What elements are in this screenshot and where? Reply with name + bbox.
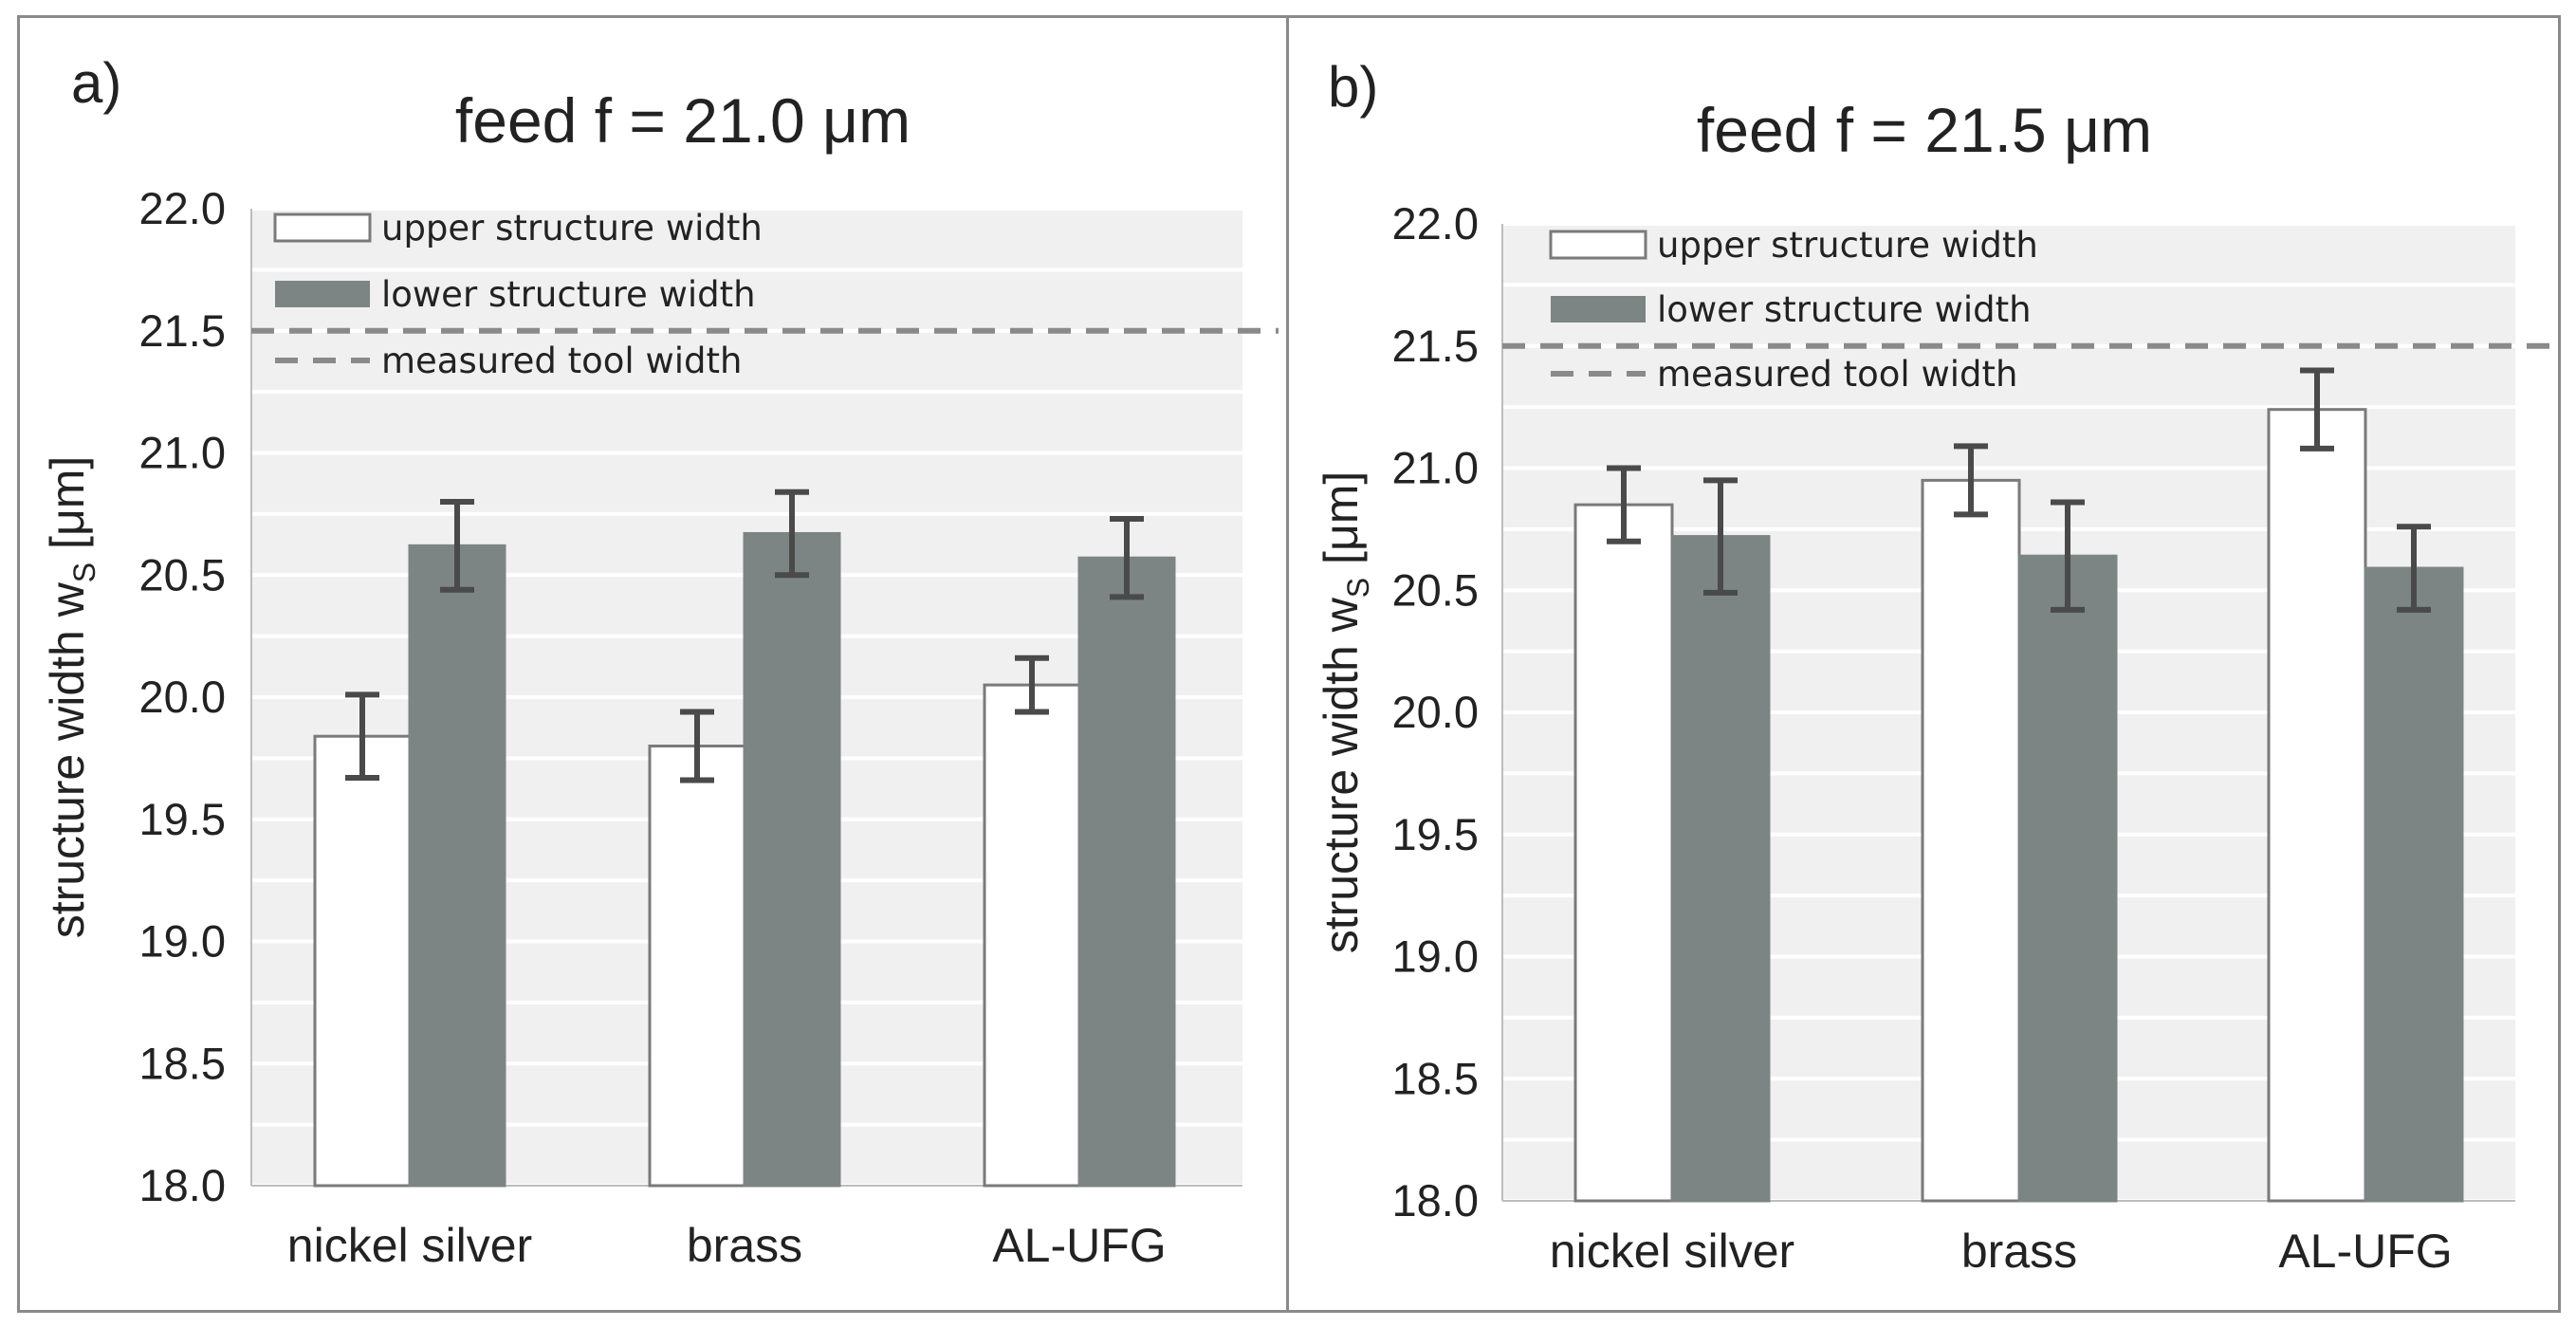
legend-label: measured tool width: [1657, 354, 2017, 395]
chart-panel-a: 18.0 18.5 19.0 19.5 20.0 20.5 21.0 21.5 22.0 a) fe…: [41, 51, 1279, 1272]
legend-swatch-upper: [273, 212, 372, 243]
x-category-label: nickel silver: [287, 1219, 532, 1272]
panel-divider: [1286, 15, 1289, 1313]
chart-panel-b: 18.0 18.5 19.0 19.5 20.0 20.5 21.0 21.5 22.0 b) fe…: [1315, 55, 2552, 1278]
lower-bar: [2017, 554, 2118, 1203]
figure-frame: [17, 15, 2561, 1313]
upper-bar: [648, 745, 746, 1188]
upper-bar: [983, 683, 1081, 1188]
x-category-label: AL-UFG: [992, 1219, 1166, 1272]
panel-label: b): [1328, 55, 1378, 119]
x-category-label: brass: [687, 1219, 802, 1272]
legend: upper structure width lower structure wid…: [273, 208, 763, 381]
lower-bar: [2364, 566, 2464, 1203]
chart-title: feed f = 21.5 μm: [1697, 95, 2152, 165]
x-category-label: AL-UFG: [2278, 1225, 2452, 1278]
y-tick-label: 19.0: [139, 916, 226, 967]
x-category-label: nickel silver: [1550, 1225, 1794, 1278]
lower-bar: [743, 531, 841, 1188]
y-tick-label: 20.5: [139, 549, 226, 599]
upper-bar: [313, 734, 412, 1188]
y-tick-label: 18.0: [1392, 1175, 1479, 1226]
y-tick-label: 20.0: [1392, 687, 1479, 737]
upper-bar: [2267, 408, 2367, 1203]
y-tick-label: 19.5: [139, 794, 226, 844]
y-tick-label: 21.5: [1392, 321, 1479, 371]
legend-label: lower structure width: [381, 274, 756, 315]
legend-label: upper structure width: [1657, 225, 2038, 266]
y-tick-label: 19.0: [1392, 931, 1479, 982]
y-tick-label: 21.5: [139, 305, 226, 356]
upper-bar: [1573, 503, 1674, 1203]
y-tick-label: 22.0: [1392, 198, 1479, 249]
panel-label: a): [71, 51, 121, 115]
y-tick-label: 20.5: [1392, 564, 1479, 615]
y-tick-label: 18.5: [1392, 1053, 1479, 1103]
lower-bar: [1670, 535, 1771, 1203]
y-axis-title-main: structure width w: [41, 581, 94, 938]
legend-label: upper structure width: [381, 208, 763, 249]
y-tick-label: 22.0: [139, 183, 226, 233]
upper-bar: [1921, 478, 2021, 1203]
x-category-label: brass: [1961, 1225, 2077, 1278]
chart-title: feed f = 21.0 μm: [455, 85, 911, 156]
legend-label: measured tool width: [381, 341, 742, 381]
lower-bar: [1077, 556, 1176, 1188]
legend: upper structure width lower structure wid…: [1549, 225, 2038, 395]
legend-label: lower structure width: [1657, 289, 2032, 330]
y-tick-label: 20.0: [139, 672, 226, 722]
y-axis-title-main: structure width w: [1315, 597, 1368, 953]
y-axis-title-subscript: S: [1341, 578, 1375, 598]
legend-swatch-lower: [1551, 296, 1646, 323]
y-tick-label: 21.0: [139, 428, 226, 478]
y-axis-title-unit: [μm]: [1315, 471, 1368, 578]
y-axis-title: structure width wS [μm]: [1315, 471, 1375, 954]
y-axis-title-unit: [μm]: [41, 456, 94, 562]
y-tick-label: 19.5: [1392, 809, 1479, 859]
y-tick-label: 18.5: [139, 1038, 226, 1088]
y-tick-label: 18.0: [139, 1160, 226, 1210]
y-axis-title-subscript: S: [67, 562, 101, 582]
legend-swatch-lower: [275, 281, 370, 307]
legend-swatch-upper: [1549, 230, 1647, 260]
y-tick-label: 21.0: [1392, 443, 1479, 493]
y-axis-title: structure width wS [μm]: [41, 456, 101, 939]
lower-bar: [408, 544, 506, 1188]
